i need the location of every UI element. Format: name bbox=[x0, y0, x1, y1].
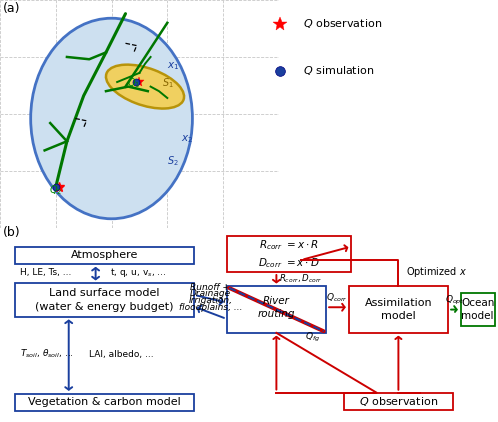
Text: Irrigation,: Irrigation, bbox=[188, 296, 233, 305]
Text: $R_{corr}\ =x\cdot R$
$D_{corr}\ =x\cdot D$: $R_{corr}\ =x\cdot R$ $D_{corr}\ =x\cdot… bbox=[258, 238, 320, 270]
Text: Atmosphere: Atmosphere bbox=[71, 250, 138, 260]
Text: $Q$ observation: $Q$ observation bbox=[359, 395, 438, 408]
FancyBboxPatch shape bbox=[344, 392, 453, 410]
Text: LAI, albedo, ...: LAI, albedo, ... bbox=[89, 350, 154, 359]
FancyBboxPatch shape bbox=[15, 247, 194, 264]
FancyBboxPatch shape bbox=[15, 394, 194, 411]
Text: $x_2$: $x_2$ bbox=[181, 133, 194, 145]
Ellipse shape bbox=[106, 65, 184, 108]
Text: $T_{soil}$, $\theta_{soil}$, ...: $T_{soil}$, $\theta_{soil}$, ... bbox=[20, 348, 74, 360]
FancyBboxPatch shape bbox=[349, 286, 448, 333]
Text: $Q_{opt}$: $Q_{opt}$ bbox=[445, 294, 464, 307]
Text: floodplains, ...: floodplains, ... bbox=[179, 303, 242, 312]
Text: $S_1$: $S_1$ bbox=[162, 77, 173, 90]
Text: Runoff +: Runoff + bbox=[190, 283, 231, 292]
Text: Drainage: Drainage bbox=[190, 289, 231, 298]
Text: Vegetation & carbon model: Vegetation & carbon model bbox=[28, 397, 181, 407]
FancyBboxPatch shape bbox=[461, 293, 495, 326]
Text: Land surface model
(water & energy budget): Land surface model (water & energy budge… bbox=[35, 288, 174, 311]
Text: $Q_{fg}$: $Q_{fg}$ bbox=[305, 331, 320, 344]
FancyBboxPatch shape bbox=[227, 286, 326, 333]
Text: $x_1$: $x_1$ bbox=[167, 60, 180, 72]
Text: t, q, u, v$_s$, ...: t, q, u, v$_s$, ... bbox=[110, 266, 166, 279]
Text: $Q_1$: $Q_1$ bbox=[127, 77, 141, 90]
Text: $Q$ observation: $Q$ observation bbox=[303, 17, 382, 30]
Text: $R_{corr}, D_{corr}$: $R_{corr}, D_{corr}$ bbox=[279, 273, 322, 285]
Text: Assimilation
model: Assimilation model bbox=[365, 298, 432, 321]
Text: $Q_{corr}$: $Q_{corr}$ bbox=[326, 292, 349, 304]
Text: $Q$ simulation: $Q$ simulation bbox=[303, 65, 374, 77]
Text: Optimized $x$: Optimized $x$ bbox=[406, 265, 467, 279]
Text: (a): (a) bbox=[3, 2, 20, 15]
Text: $S_2$: $S_2$ bbox=[167, 154, 179, 168]
Ellipse shape bbox=[31, 18, 192, 219]
Text: River
routing: River routing bbox=[257, 296, 295, 319]
Text: H, LE, Ts, ...: H, LE, Ts, ... bbox=[20, 268, 71, 277]
Text: Ocean
model: Ocean model bbox=[461, 298, 495, 321]
Text: $Q_2$: $Q_2$ bbox=[49, 184, 62, 197]
Text: (b): (b) bbox=[2, 225, 20, 238]
FancyBboxPatch shape bbox=[15, 283, 194, 316]
FancyBboxPatch shape bbox=[227, 235, 351, 272]
